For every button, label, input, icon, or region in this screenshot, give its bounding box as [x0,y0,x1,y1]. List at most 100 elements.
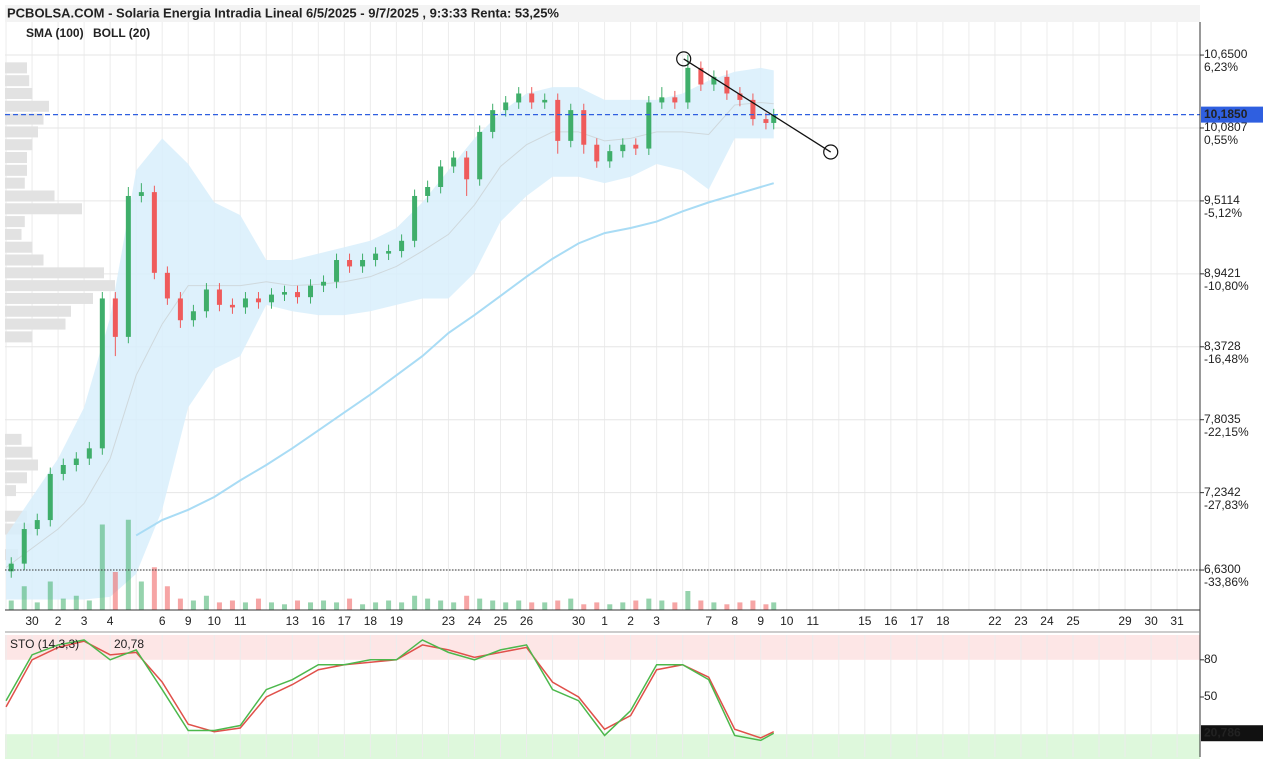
volume-bar [73,595,79,610]
candle-body [425,186,431,196]
volume-bar [60,598,66,610]
x-tick-label: 17 [338,614,352,628]
volume-bar [451,602,457,610]
volume-bar [229,600,235,610]
title-band [5,5,1200,22]
x-tick-label: 8 [731,614,738,628]
volume-bar [242,602,248,610]
candle-body [373,253,379,261]
volume-profile-bar [5,472,27,484]
candle-body [281,292,287,295]
volume-bar [659,600,665,610]
x-tick-label: 24 [1040,614,1054,628]
candle-body [568,110,574,141]
x-tick-label: 3 [653,614,660,628]
volume-bar [607,604,613,610]
y-tick-change: 0,55% [1204,133,1238,147]
volume-profile-bar [5,164,27,176]
volume-profile-bar [5,254,44,266]
volume-profile-bar [5,331,33,343]
volume-profile-bar [5,228,22,240]
candle-body [685,67,691,103]
volume-profile-bar [5,267,104,279]
x-tick-label: 19 [390,614,404,628]
x-tick-label: 25 [1066,614,1080,628]
candle-body [555,99,561,141]
volume-bar [711,602,717,610]
volume-profile-bar [5,459,38,471]
candle-body [503,102,509,111]
volume-bar [568,598,574,610]
candle-body [86,448,92,459]
stoch-last-label: 20,786 [1204,725,1241,739]
volume-bar [255,598,261,610]
volume-profile-bar [5,280,115,292]
volume-profile-bar [5,485,16,497]
volume-profile-bar [5,100,49,112]
candle-body [763,119,769,123]
y-tick-label: 8,9421 [1204,266,1241,280]
volume-profile-bar [5,305,71,317]
candle-body [724,76,730,94]
x-tick-label: 25 [494,614,508,628]
volume-bar [581,604,587,610]
x-tick-label: 16 [884,614,898,628]
volume-bar [503,602,509,610]
volume-bar [334,602,340,610]
x-tick-label: 10 [780,614,794,628]
y-tick-change: -22,15% [1204,425,1249,439]
sma-line [135,182,775,537]
y-tick-change: -16,48% [1204,352,1249,366]
bollinger-band [6,67,774,600]
volume-bar [386,600,392,610]
x-tick-label: 11 [234,614,247,628]
candle-body [60,464,66,474]
candle-body [516,93,522,103]
volume-bar [477,598,483,610]
candle-body [529,93,535,103]
candle-body [412,195,418,241]
volume-profile-bar [5,216,25,228]
volume-bar [177,598,183,610]
volume-bar [308,602,314,610]
candle-body [47,473,53,521]
x-tick-label: 29 [1118,614,1132,628]
x-tick-label: 30 [1144,614,1158,628]
x-tick-label: 31 [1170,614,1184,628]
x-tick-label: 2 [55,614,62,628]
candle-body [21,529,27,564]
x-tick-label: 18 [364,614,378,628]
volume-profile-bar [5,139,33,151]
legend-sma: SMA (100) [26,26,84,40]
x-tick-label: 7 [705,614,712,628]
candle-body [177,298,183,321]
y-tick-label: 7,8035 [1204,412,1241,426]
x-tick-label: 30 [25,614,39,628]
volume-profile-bar [5,510,27,522]
volume-bar [86,600,92,610]
volume-profile-bar [5,75,30,87]
x-tick-label: 9 [185,614,192,628]
candle-body [771,114,777,123]
volume-profile-bar [5,87,33,99]
x-tick-label: 10 [208,614,222,628]
x-tick-label: 26 [520,614,534,628]
candle-body [464,157,470,180]
legend-boll: BOLL (20) [93,26,150,40]
candle-body [542,99,548,103]
x-tick-label: 1 [601,614,608,628]
y-tick-label: 8,3728 [1204,339,1241,353]
volume-bar [347,598,353,610]
volume-bar [724,604,730,610]
candle-body [151,192,157,273]
volume-bar [464,595,470,610]
stoch-legend-value: 20,78 [114,637,144,651]
x-tick-label: 16 [312,614,326,628]
volume-bar [138,581,144,610]
y-tick-change: -33,86% [1204,575,1249,589]
x-tick-label: 22 [988,614,1002,628]
x-tick-label: 3 [81,614,88,628]
volume-bar [685,591,691,610]
candle-body [672,97,678,103]
volume-profile-bar [5,177,25,189]
